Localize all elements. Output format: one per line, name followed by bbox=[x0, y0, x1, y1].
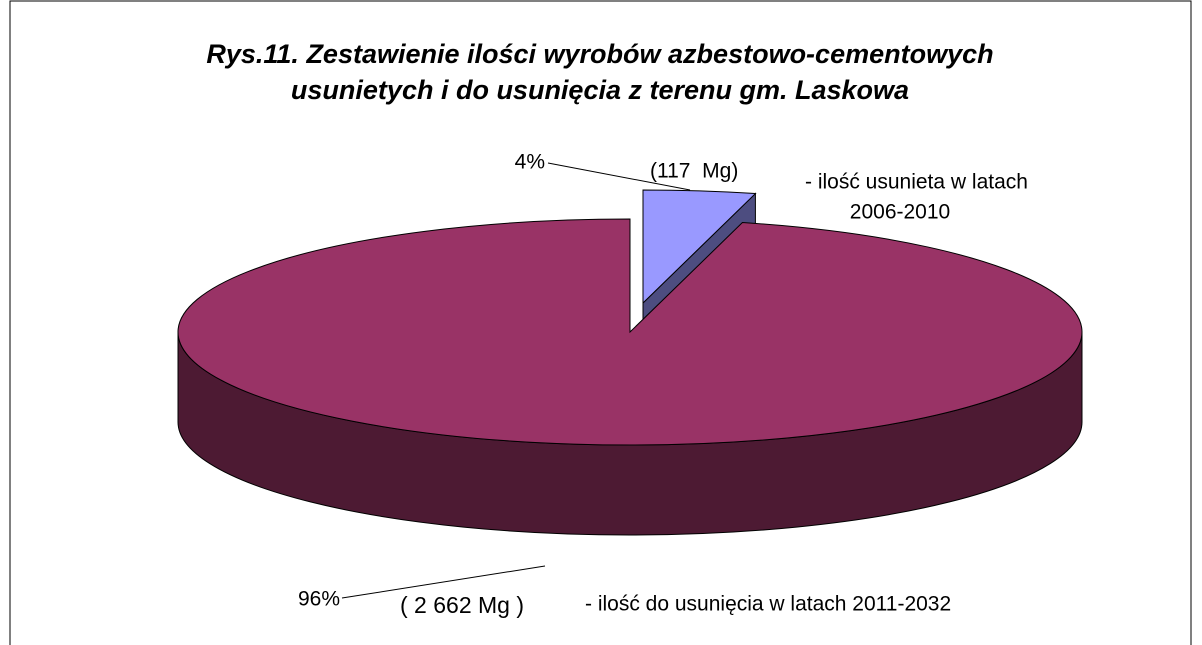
annotation: (117 Mg) bbox=[650, 160, 738, 183]
annotation: 2006-2010 bbox=[850, 201, 950, 224]
value-label: 4% bbox=[515, 151, 545, 174]
slice bbox=[177, 218, 1083, 446]
pie bbox=[177, 189, 1083, 536]
annotation: - ilość do usunięcia w latach 2011-2032 bbox=[585, 593, 951, 616]
leader-line bbox=[341, 565, 546, 599]
chart-title: Rys.11. Zestawienie ilości wyrobów azbes… bbox=[206, 39, 993, 69]
annotation: - ilość usunieta w latach bbox=[805, 171, 1028, 194]
value-label: 96% bbox=[298, 588, 340, 611]
slice bbox=[642, 189, 757, 305]
chart-title: usunietych i do usunięcia z terenu gm. L… bbox=[291, 75, 909, 105]
chart-frame bbox=[9, 0, 1192, 645]
annotation: ( 2 662 Mg ) bbox=[400, 592, 524, 618]
leader-line bbox=[547, 162, 691, 191]
